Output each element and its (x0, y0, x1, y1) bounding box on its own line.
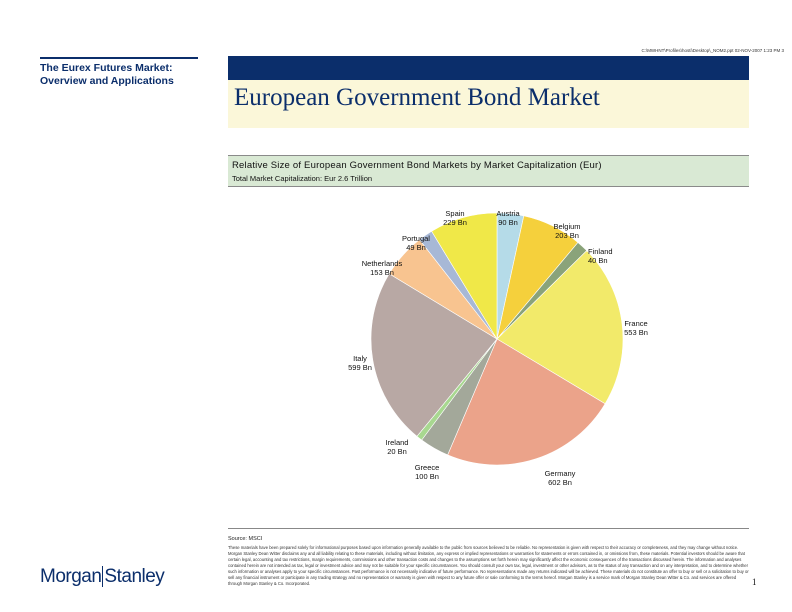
chart-header: Relative Size of European Government Bon… (228, 155, 749, 187)
slice-label-italy: Italy 599 Bn (348, 354, 372, 372)
slice-label-netherlands: Netherlands 153 Bn (362, 259, 403, 277)
slice-label-spain: Spain 229 Bn (443, 209, 467, 227)
title-band (228, 80, 749, 128)
chart-subtitle: Total Market Capitalization: Eur 2.6 Tri… (232, 174, 373, 183)
slice-label-belgium: Belgium 203 Bn (553, 222, 580, 240)
page-number: 1 (752, 577, 757, 587)
pie-slice-spain (431, 212, 498, 341)
sidebar-rule (40, 57, 198, 59)
title-bar (228, 56, 749, 80)
file-path-header: C:\MWHNT\Profiles\hosti\Desktop\_NOM2.pp… (641, 48, 784, 53)
section-title-line-2: Overview and Applications (40, 74, 174, 87)
source-note: Source: MSCI (228, 536, 263, 542)
disclaimer-text: These materials have been prepared solel… (228, 545, 749, 586)
slice-label-france: France 553 Bn (624, 319, 648, 337)
page-title: European Government Bond Market (234, 84, 600, 111)
slice-label-austria: Austria 90 Bn (496, 209, 520, 227)
slice-label-germany: Germany 602 Bn (545, 469, 576, 487)
footer-rule (228, 528, 749, 529)
morgan-stanley-logo: Morgan Stanley (40, 566, 165, 587)
section-title: The Eurex Futures Market: Overview and A… (40, 62, 200, 87)
slice-label-portugal: Portugal 49 Bn (402, 234, 430, 252)
section-title-line-1: The Eurex Futures Market: (40, 62, 173, 74)
pie-slice-italy (370, 273, 498, 437)
pie-slice-france (496, 250, 624, 405)
chart-title: Relative Size of European Government Bon… (232, 160, 602, 171)
slice-label-greece: Greece 100 Bn (415, 463, 440, 481)
slice-label-finland: Finland 40 Bn (588, 247, 613, 265)
pie-slice-germany (447, 338, 606, 466)
slice-label-ireland: Ireland 20 Bn (386, 438, 409, 456)
